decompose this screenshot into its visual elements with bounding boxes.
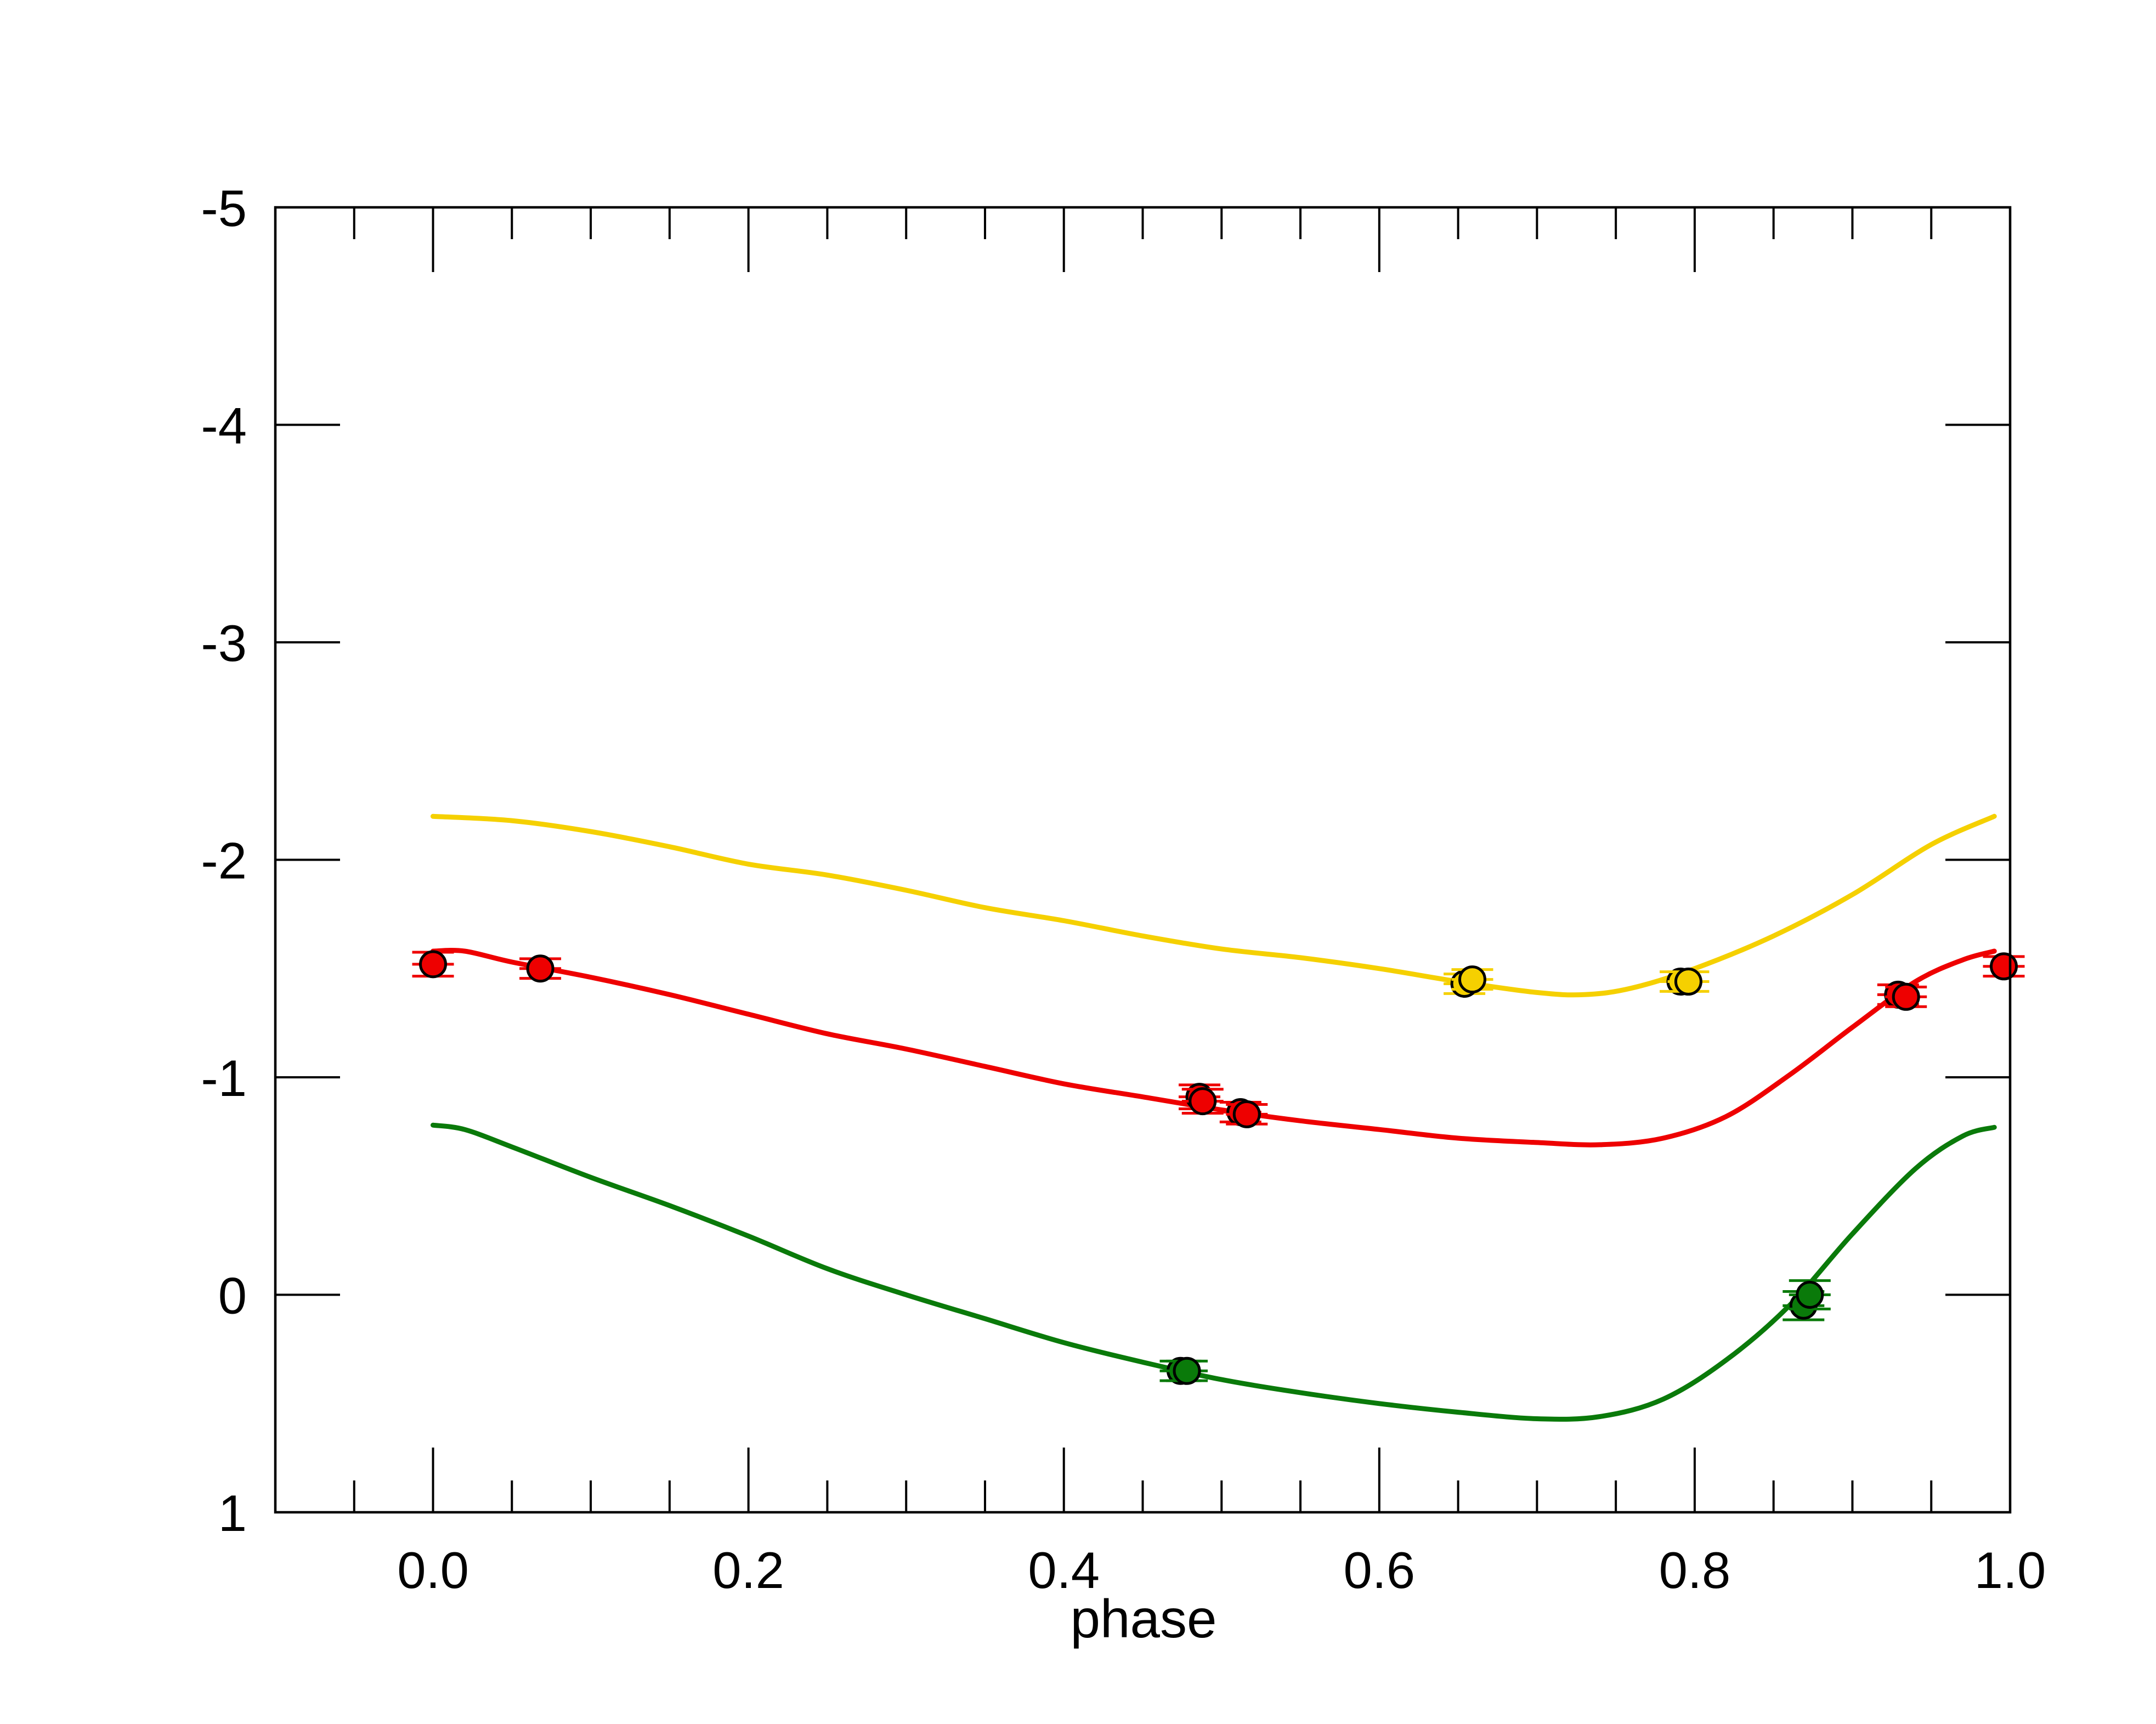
x-tick-label: 0.6 [1343, 1541, 1415, 1599]
point-marker [1173, 1356, 1201, 1385]
data-point-red [1885, 982, 1927, 1011]
model-curve-yellow [431, 813, 1997, 998]
data-point-green [1789, 1279, 1831, 1310]
y-tick-label: 0 [218, 1267, 247, 1325]
point-marker [1796, 1281, 1824, 1309]
data-point-green [1166, 1356, 1208, 1385]
point-marker [1892, 982, 1920, 1011]
point-marker [419, 950, 448, 979]
model-curve-red [431, 948, 1997, 1148]
data-point-red [1226, 1100, 1268, 1128]
point-marker [1674, 968, 1702, 996]
model-curves [431, 813, 1997, 1422]
x-tick-label: 0.8 [1659, 1541, 1731, 1599]
y-tick-label: -1 [201, 1049, 247, 1107]
x-tick-label: 1.0 [1974, 1541, 2046, 1599]
x-tick-label: 0.0 [397, 1541, 469, 1599]
data-point-red [519, 954, 562, 983]
plot-frame [274, 206, 2012, 1514]
data-point-red [412, 950, 454, 979]
point-marker [1458, 965, 1486, 994]
axes: 0.0 0.2 0.4 0.6 0.8 1.0 -5 -4 -3 -2 -1 0 1 [201, 179, 2046, 1599]
x-tick-label: 0.2 [712, 1541, 784, 1599]
data-point-red [1983, 952, 2025, 981]
data-point-yellow [1451, 965, 1493, 994]
y-tick-label: -4 [201, 397, 247, 455]
point-marker [526, 954, 554, 983]
data-point-yellow [1667, 968, 1710, 996]
data-point-red [1181, 1087, 1224, 1116]
x-axis-label: phase [1070, 1589, 1216, 1649]
point-marker [1189, 1087, 1217, 1116]
y-tick-label: 1 [218, 1484, 247, 1542]
x-tick-label: 0.4 [1028, 1541, 1100, 1599]
y-tick-label: -3 [201, 614, 247, 672]
point-marker [1232, 1100, 1261, 1128]
y-tick-label: -2 [201, 832, 247, 890]
model-curve-green [431, 1122, 1997, 1422]
point-marker [1989, 952, 2018, 981]
y-tick-label: -5 [201, 179, 247, 237]
data-points [412, 950, 2025, 1385]
